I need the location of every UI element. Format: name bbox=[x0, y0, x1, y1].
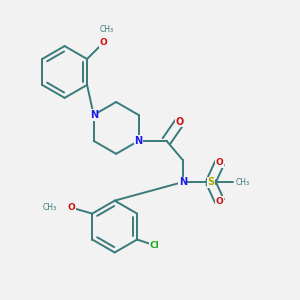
Text: O: O bbox=[216, 197, 224, 206]
Text: O: O bbox=[216, 158, 224, 167]
Text: N: N bbox=[179, 177, 187, 187]
Text: N: N bbox=[134, 136, 142, 146]
Text: CH₃: CH₃ bbox=[99, 25, 113, 34]
Text: O: O bbox=[99, 38, 107, 47]
Text: CH₃: CH₃ bbox=[43, 203, 57, 212]
Text: O: O bbox=[68, 203, 76, 212]
Text: N: N bbox=[90, 110, 98, 120]
Text: O: O bbox=[176, 117, 184, 127]
Text: S: S bbox=[207, 177, 214, 187]
Text: CH₃: CH₃ bbox=[236, 178, 250, 187]
Text: Cl: Cl bbox=[150, 241, 160, 250]
